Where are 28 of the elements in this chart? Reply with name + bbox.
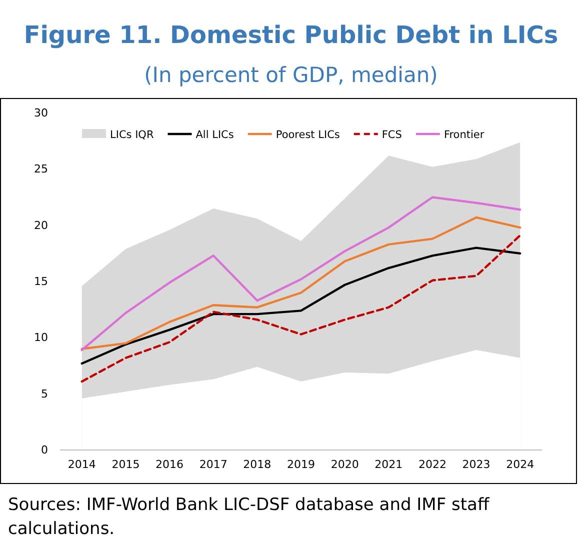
x-tick-label: 2021 <box>374 458 403 471</box>
chart-title: Figure 11. Domestic Public Debt in LICs <box>24 21 558 49</box>
source-note: Sources: IMF-World Bank LIC-DSF database and IMF staff calculations. <box>8 495 490 539</box>
y-tick-label: 5 <box>41 387 48 400</box>
x-tick-label: 2018 <box>243 458 272 471</box>
x-tick-label: 2022 <box>418 458 446 471</box>
y-tick-label: 10 <box>34 331 48 344</box>
x-tick-label: 2020 <box>330 458 359 471</box>
x-tick-label: 2017 <box>199 458 228 471</box>
y-tick-label: 20 <box>34 218 48 232</box>
legend-label: FCS <box>382 129 402 141</box>
y-tick-label: 0 <box>41 444 48 457</box>
legend-label: Poorest LICs <box>276 129 340 141</box>
x-tick-label: 2015 <box>112 458 140 471</box>
x-tick-label: 2019 <box>287 458 315 471</box>
legend-label: LICs IQR <box>110 129 154 141</box>
y-tick-label: 25 <box>34 162 48 176</box>
x-tick-label: 2024 <box>506 458 534 471</box>
legend-label: Frontier <box>444 129 485 141</box>
y-tick-label: 30 <box>34 106 48 120</box>
x-tick-label: 2023 <box>462 458 490 471</box>
x-tick-label: 2016 <box>156 458 184 471</box>
y-tick-label: 15 <box>34 275 48 288</box>
line-series <box>80 246 522 365</box>
chart-subtitle: (In percent of GDP, median) <box>144 63 438 87</box>
line-series <box>80 234 522 383</box>
x-tick-label: 2014 <box>68 458 96 471</box>
legend-label: All LICs <box>196 129 234 141</box>
